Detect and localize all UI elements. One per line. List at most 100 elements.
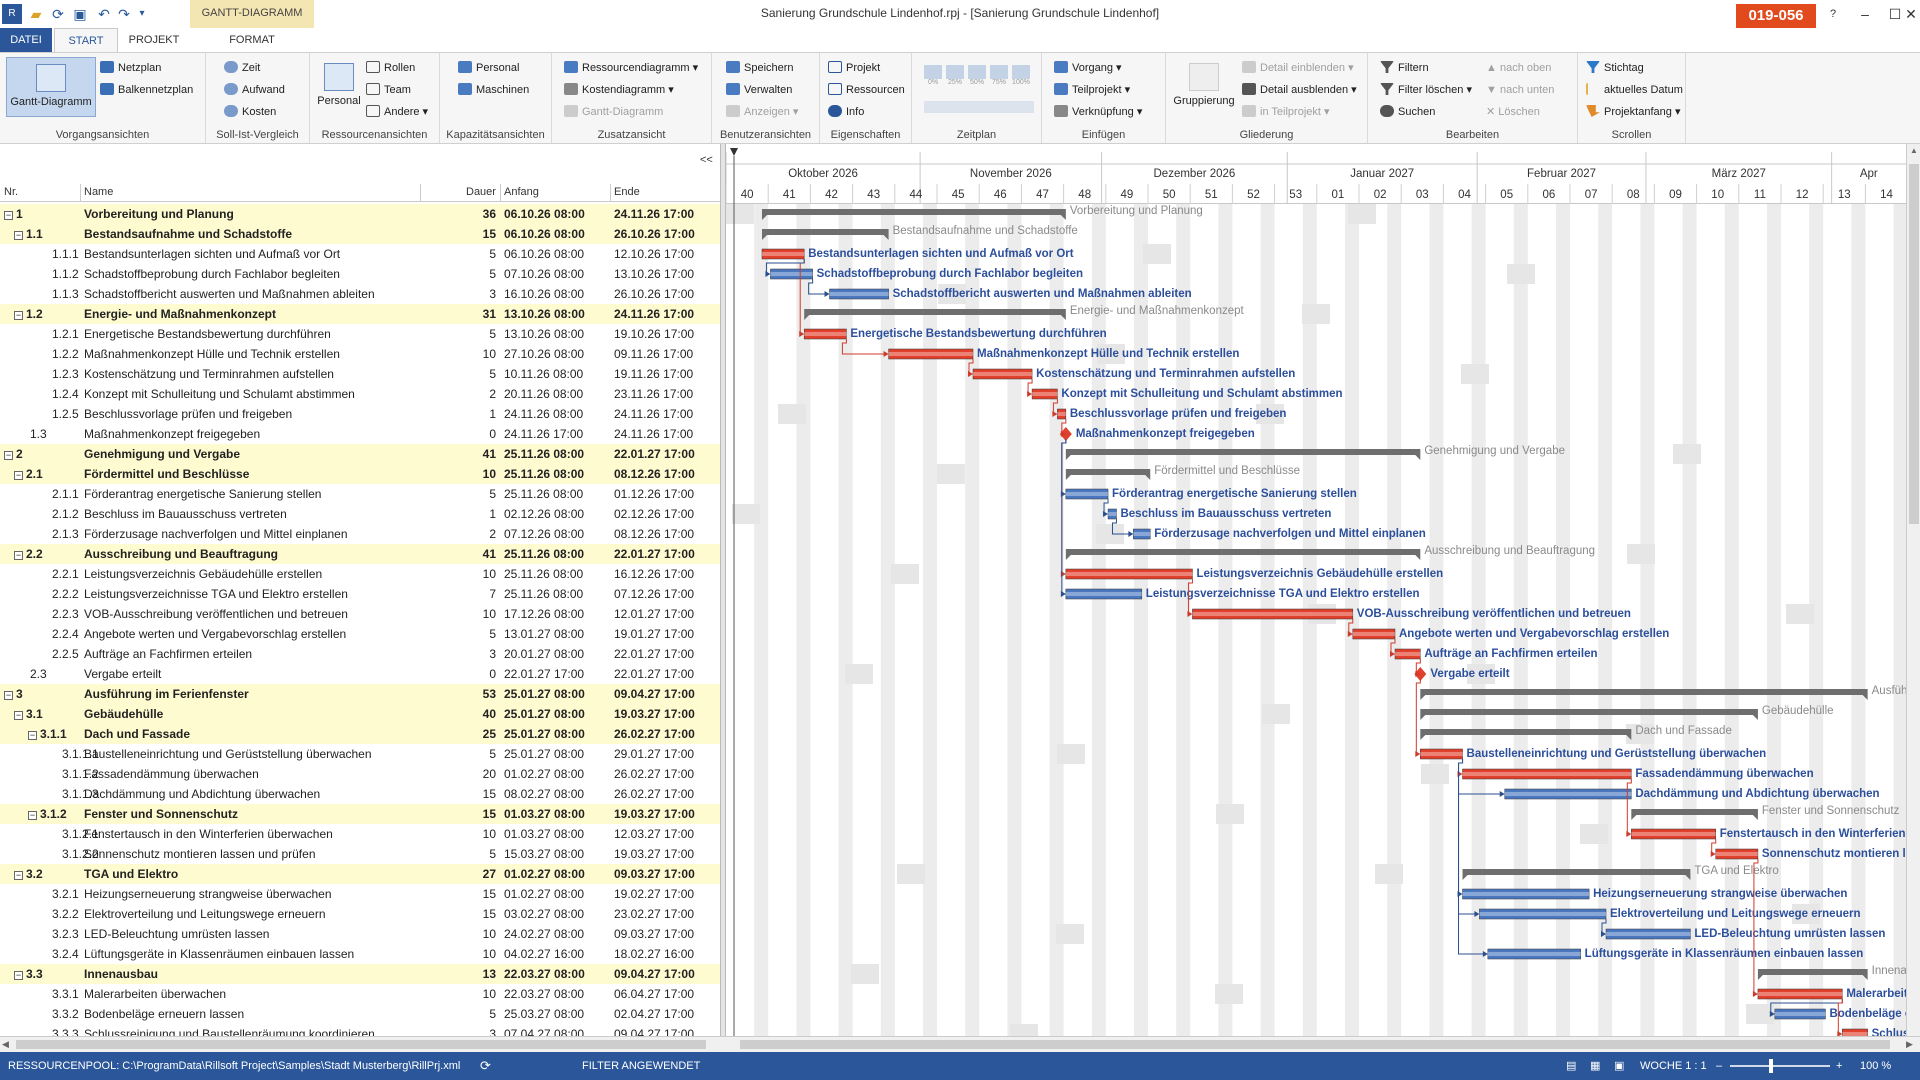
zoom-slider[interactable] — [1730, 1065, 1830, 1067]
summary-task-row[interactable]: −1.2 Energie- und Maßnahmenkonzept 31 13.10… — [0, 304, 720, 324]
collapse-toggle-icon[interactable]: − — [14, 470, 23, 480]
task-row[interactable]: 3.2.3 LED-Beleuchtung umrüsten lassen 10 24… — [0, 924, 720, 944]
collapse-toggle-icon[interactable]: − — [14, 310, 23, 320]
task-row[interactable]: 1.2.4 Konzept mit Schulleitung und Schula… — [0, 384, 720, 404]
gantt-diagramm-button[interactable]: Gantt-Diagramm — [6, 57, 96, 117]
summary-task-row[interactable]: −1.1 Bestandsaufnahme und Schadstoffe 15 06… — [0, 224, 720, 244]
task-row[interactable]: 1.2.2 Maßnahmenkonzept Hülle und Technik … — [0, 344, 720, 364]
tab-projekt[interactable]: PROJEKT — [128, 34, 180, 46]
summary-task-row[interactable]: −3.3 Innenausbau 13 22.03.27 08:00 09.04.27 … — [0, 964, 720, 984]
task-row[interactable]: 3.2.2 Elektroverteilung und Leitungswege … — [0, 904, 720, 924]
scroll-up-icon[interactable]: ▲ — [1910, 146, 1918, 155]
collapse-toggle-icon[interactable]: − — [14, 710, 23, 720]
critical-task-bar[interactable] — [1352, 628, 1396, 640]
task-row[interactable]: 1.2.5 Beschlussvorlage prüfen und freigeb… — [0, 404, 720, 424]
andere-button[interactable]: Andere ▾ — [366, 103, 428, 121]
kap-maschinen-button[interactable]: Maschinen — [458, 81, 529, 99]
vertical-scroll-thumb[interactable] — [1909, 164, 1919, 524]
collapse-toggle-icon[interactable]: − — [28, 810, 37, 820]
zoom-in-icon[interactable]: + — [1836, 1060, 1843, 1072]
speichern-button[interactable]: Speichern — [726, 59, 794, 77]
summary-bar[interactable] — [1757, 969, 1868, 975]
summary-bar[interactable] — [1065, 549, 1421, 555]
filtern-button[interactable]: Filtern — [1380, 59, 1429, 77]
progress-50-button[interactable] — [968, 65, 986, 79]
collapse-toggle-icon[interactable]: − — [14, 970, 23, 980]
detail-ausblenden-button[interactable]: Detail ausblenden ▾ — [1242, 81, 1357, 99]
kosten-button[interactable]: Kosten — [224, 103, 276, 121]
netzplan-button[interactable]: Netzplan — [100, 59, 161, 77]
rollen-button[interactable]: Rollen — [366, 59, 415, 77]
summary-bar[interactable] — [762, 229, 889, 235]
summary-task-row[interactable]: −3.1.1 Dach und Fassade 25 25.01.27 08:00 26… — [0, 724, 720, 744]
view-grid-icon[interactable]: ▦ — [1590, 1060, 1601, 1072]
tab-start[interactable]: START — [54, 28, 118, 52]
task-row[interactable]: 3.3.1 Malerarbeiten überwachen 10 22.03.27 … — [0, 984, 720, 1004]
collapse-toggle-icon[interactable]: − — [14, 230, 23, 240]
suchen-button[interactable]: Suchen — [1380, 103, 1435, 121]
summary-bar[interactable] — [1065, 449, 1421, 455]
gantt-scroll-thumb[interactable] — [740, 1040, 1890, 1049]
summary-bar[interactable] — [1065, 469, 1151, 475]
teilprojekt-button[interactable]: Teilprojekt ▾ — [1054, 81, 1130, 99]
critical-task-bar[interactable] — [803, 328, 847, 340]
projektanfang-button[interactable]: Projektanfang ▾ — [1586, 103, 1680, 121]
task-row[interactable]: 2.1.2 Beschluss im Bauausschuss vertreten… — [0, 504, 720, 524]
aufwand-button[interactable]: Aufwand — [224, 81, 285, 99]
summary-bar[interactable] — [1420, 689, 1868, 695]
qat-dropdown-icon[interactable]: ▾ — [139, 8, 145, 19]
header-dauer[interactable]: Dauer — [466, 186, 496, 198]
summary-bar[interactable] — [1420, 709, 1758, 715]
scroll-left-icon[interactable]: ◀ — [2, 1039, 9, 1049]
kap-personal-button[interactable]: Personal — [458, 59, 519, 77]
zoom-out-icon[interactable]: – — [1716, 1060, 1723, 1072]
header-anfang[interactable]: Anfang — [504, 186, 539, 198]
task-row[interactable]: 3.1.1.2 Fassadendämmung überwachen 20 01.02… — [0, 764, 720, 784]
refresh-icon[interactable]: ⟳ — [52, 6, 64, 22]
summary-task-row[interactable]: −2 Genehmigung und Vergabe 41 25.11.26 08:0… — [0, 444, 720, 464]
undo-icon[interactable]: ↶ — [98, 6, 110, 22]
vorgang-button[interactable]: Vorgang ▾ — [1054, 59, 1122, 77]
view-table-icon[interactable]: ▤ — [1566, 1060, 1577, 1072]
nach-oben-button[interactable]: ▲ nach oben — [1486, 62, 1552, 74]
milestone-row[interactable]: 2.3 Vergabe erteilt 0 22.01.27 17:00 22.01.2… — [0, 664, 720, 684]
task-row[interactable]: 2.2.2 Leistungsverzeichnisse TGA und Elek… — [0, 584, 720, 604]
verwalten-button[interactable]: Verwalten — [726, 81, 792, 99]
save-icon[interactable]: ▣ — [73, 6, 87, 22]
status-refresh-icon[interactable]: ⟳ — [480, 1058, 491, 1073]
summary-bar[interactable] — [1420, 729, 1632, 735]
summary-task-row[interactable]: −2.2 Ausschreibung und Beauftragung 41 25.1… — [0, 544, 720, 564]
collapse-toggle-icon[interactable]: − — [28, 730, 37, 740]
close-button[interactable]: ✕ — [1905, 6, 1917, 22]
milestone-row[interactable]: 1.3 Maßnahmenkonzept freigegeben 0 24.11.26… — [0, 424, 720, 444]
summary-task-row[interactable]: −2.1 Fördermittel und Beschlüsse 10 25.11.2… — [0, 464, 720, 484]
filter-loeschen-button[interactable]: Filter löschen ▾ — [1380, 81, 1472, 99]
header-nr[interactable]: Nr. — [4, 186, 19, 198]
table-scroll-thumb[interactable] — [16, 1040, 706, 1049]
kostendiagramm-button[interactable]: Kostendiagramm ▾ — [564, 81, 674, 99]
progress-0-button[interactable] — [924, 65, 942, 79]
task-bar[interactable] — [1107, 508, 1117, 520]
summary-task-row[interactable]: −1 Vorbereitung und Planung 36 06.10.26 08:… — [0, 204, 720, 224]
loeschen-button[interactable]: ✕ Löschen — [1486, 106, 1540, 118]
task-row[interactable]: 2.1.3 Förderzusage nachverfolgen und Mitt… — [0, 524, 720, 544]
task-bar[interactable] — [829, 288, 889, 300]
task-row[interactable]: 1.2.3 Kostenschätzung und Terminrahmen au… — [0, 364, 720, 384]
task-row[interactable]: 3.1.1.1 Baustelleneinrichtung und Gerüsts… — [0, 744, 720, 764]
task-row[interactable]: 2.2.4 Angebote werten und Vergabevorschla… — [0, 624, 720, 644]
tab-format[interactable]: FORMAT — [229, 34, 275, 46]
verknuepfung-button[interactable]: Verknüpfung ▾ — [1054, 103, 1142, 121]
task-row[interactable]: 2.1.1 Förderantrag energetische Sanierung… — [0, 484, 720, 504]
summary-bar[interactable] — [1462, 869, 1691, 875]
aktuelles-datum-button[interactable]: aktuelles Datum — [1586, 81, 1683, 99]
task-row[interactable]: 3.1.1.3 Dachdämmung und Abdichtung überwa… — [0, 784, 720, 804]
summary-bar[interactable] — [1631, 809, 1758, 815]
help-icon[interactable]: ? — [1829, 8, 1837, 20]
task-row[interactable]: 3.2.1 Heizungserneuerung strangweise über… — [0, 884, 720, 904]
progress-slider[interactable] — [924, 101, 1034, 113]
collapse-toggle-icon[interactable]: − — [14, 550, 23, 560]
task-row[interactable]: 2.2.1 Leistungsverzeichnis Gebäudehülle e… — [0, 564, 720, 584]
task-row[interactable]: 3.1.2.2 Sonnenschutz montieren lassen und… — [0, 844, 720, 864]
progress-25-button[interactable] — [946, 65, 964, 79]
zusatz-gantt-button[interactable]: Gantt-Diagramm — [564, 103, 663, 121]
